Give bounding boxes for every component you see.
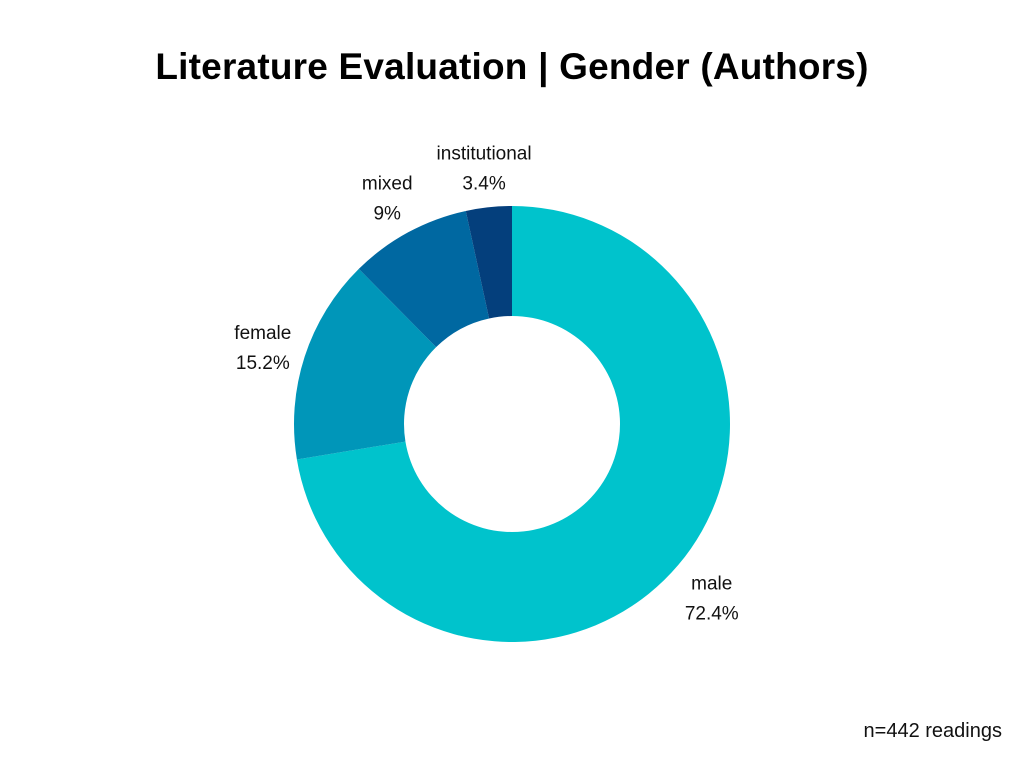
slice-value-male: 72.4% xyxy=(685,604,739,625)
slice-value-female: 15.2% xyxy=(236,353,290,374)
slice-label-male: male xyxy=(691,574,732,595)
labels-group: male 72.4% female 15.2% mixed 9% institutional… xyxy=(234,143,738,624)
slice-value-institutional: 3.4% xyxy=(462,173,505,194)
slice-value-mixed: 9% xyxy=(373,204,401,225)
slice-label-institutional: institutional xyxy=(437,143,532,164)
slice-label-mixed: mixed xyxy=(362,174,413,195)
slice-mixed xyxy=(358,210,490,348)
sample-size-note: n=442 readings xyxy=(863,720,1002,742)
chart-title: Literature Evaluation | Gender (Authors) xyxy=(155,46,869,87)
slice-institutional xyxy=(465,206,512,319)
slices-group xyxy=(294,206,730,642)
slice-female xyxy=(294,268,437,460)
slice-label-female: female xyxy=(234,323,291,344)
slice-male xyxy=(296,206,730,642)
